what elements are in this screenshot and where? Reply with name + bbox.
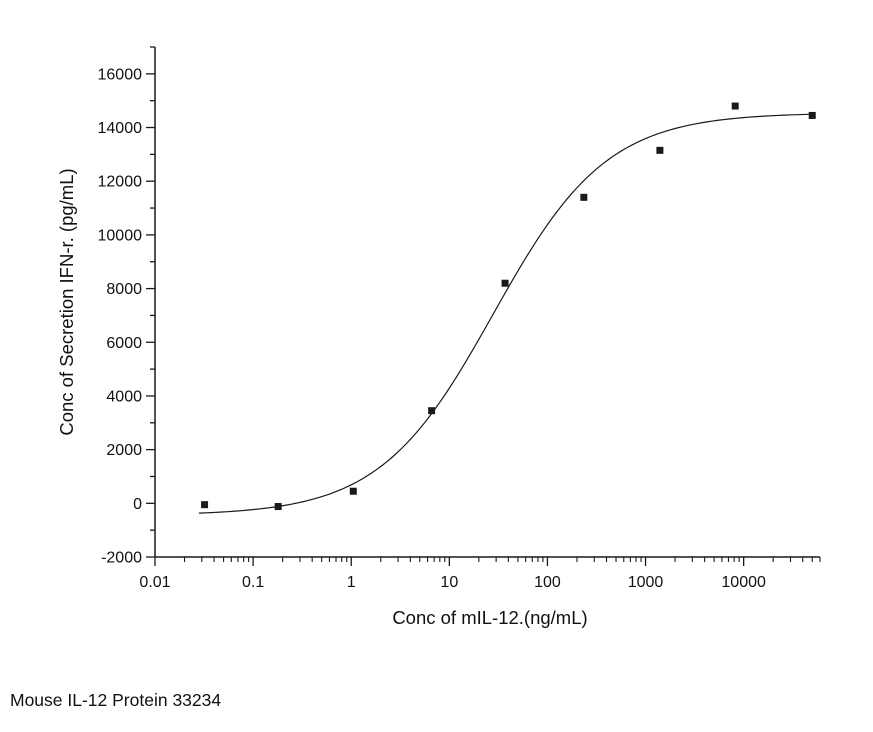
y-axis-label: Conc of Secretion IFN-r. (pg/mL) [56, 168, 77, 436]
x-tick-label: 0.1 [242, 574, 264, 591]
plot-canvas: -2000 0 2000 4000 6000 8000 10000 12000 14000 160… [98, 46, 821, 591]
data-point-marker [656, 146, 664, 154]
x-axis-label: Conc of mIL-12.(ng/mL) [392, 607, 588, 628]
y-tick-label: 8000 [106, 281, 142, 298]
data-point-marker [731, 102, 739, 110]
x-tick-label: 10 [440, 574, 458, 591]
y-tick-label: 12000 [98, 174, 143, 191]
x-tick-label: 100 [534, 574, 561, 591]
data-point-marker [501, 279, 509, 287]
y-tick-label: -2000 [101, 550, 142, 567]
x-tick-label: 1000 [628, 574, 664, 591]
x-tick-label: 0.01 [139, 574, 170, 591]
y-tick-label: 2000 [106, 442, 142, 459]
y-tick-label: 10000 [98, 227, 143, 244]
fit-curve [198, 113, 813, 514]
x-tick-label: 1 [347, 574, 356, 591]
data-point-marker [349, 487, 357, 495]
y-tick-label: 14000 [98, 120, 143, 137]
data-point-marker [808, 111, 816, 119]
data-point-marker [274, 503, 282, 511]
figure-caption: Mouse IL-12 Protein 33234 [10, 690, 222, 710]
y-tick-label: 4000 [106, 388, 142, 405]
data-point-marker [201, 501, 209, 509]
y-tick-label: 0 [133, 496, 142, 513]
x-tick-label: 10000 [721, 574, 766, 591]
data-point-marker [580, 193, 588, 201]
y-tick-label: 16000 [98, 66, 143, 83]
y-tick-label: 6000 [106, 335, 142, 352]
data-point-marker [428, 407, 436, 415]
